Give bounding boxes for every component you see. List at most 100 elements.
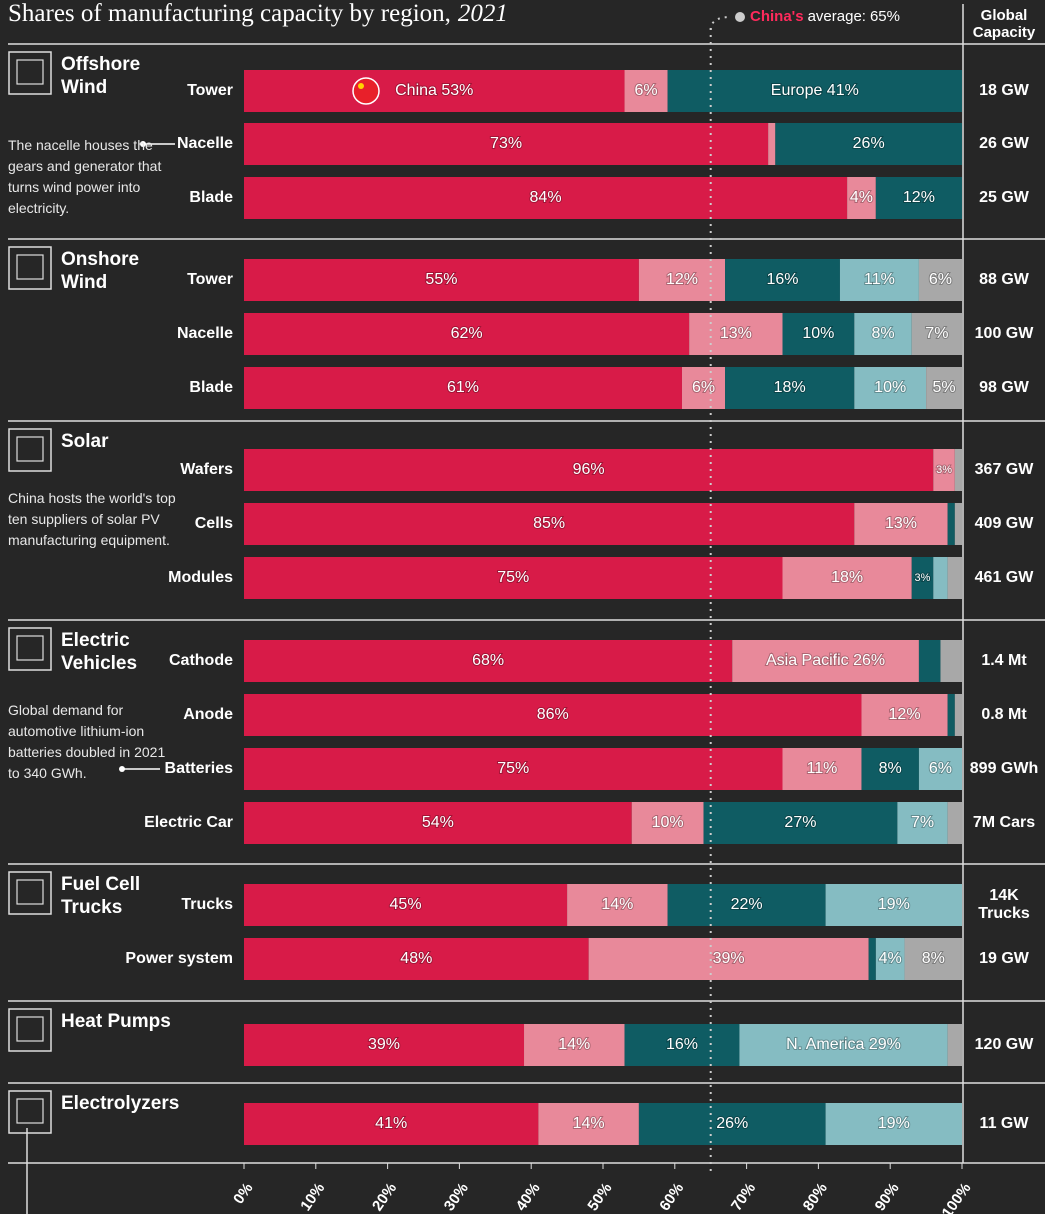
group-icon xyxy=(8,428,52,472)
average-annotation: China's average: 65% xyxy=(750,8,900,25)
group-name: Heat Pumps xyxy=(61,1011,171,1032)
bar-segment xyxy=(244,748,783,790)
flag-star xyxy=(358,83,364,89)
capacity-label: 120 GW xyxy=(974,1036,1034,1053)
value-label: 8% xyxy=(879,760,902,777)
bar-segment xyxy=(782,748,862,790)
value-label: 48% xyxy=(400,950,432,967)
bar-segment xyxy=(244,503,855,545)
value-label: 4% xyxy=(850,189,873,206)
title-year: 2021 xyxy=(457,0,508,27)
bar-segment xyxy=(775,123,962,165)
bar-segment xyxy=(947,557,962,599)
bar-segment xyxy=(918,640,941,682)
x-tick-label: 20% xyxy=(369,1180,400,1214)
value-label: 73% xyxy=(490,135,522,152)
value-label: 10% xyxy=(652,814,684,831)
bar-segment xyxy=(631,802,704,844)
value-label: 39% xyxy=(368,1036,400,1053)
category-label: Tower xyxy=(187,82,233,99)
value-label: 16% xyxy=(666,1036,698,1053)
average-name: China's xyxy=(750,8,804,25)
capacity-label: 11 GW xyxy=(979,1115,1029,1132)
group-name: Fuel Cell Trucks xyxy=(61,874,141,918)
average-text: average: xyxy=(807,8,866,25)
value-label: 12% xyxy=(903,189,935,206)
bar-segment xyxy=(638,1103,826,1145)
x-tick-label: 50% xyxy=(584,1180,615,1214)
capacity-label: 25 GW xyxy=(979,189,1029,206)
group-name: Offshore Wind xyxy=(61,54,141,98)
bar-segment xyxy=(538,1103,639,1145)
value-label: 6% xyxy=(635,82,658,99)
bar-segment xyxy=(732,640,919,682)
value-label: 10% xyxy=(802,325,834,342)
bar-segment xyxy=(667,70,962,112)
capacity-label: 14K Trucks xyxy=(978,887,1030,922)
value-label: 85% xyxy=(533,515,565,532)
value-label: 4% xyxy=(879,950,902,967)
bar-segment xyxy=(839,259,919,301)
bar-segment xyxy=(703,802,898,844)
value-label: 14% xyxy=(558,1036,590,1053)
bar-segment xyxy=(567,884,668,926)
bar-segment xyxy=(933,449,955,491)
value-label: 61% xyxy=(447,379,479,396)
value-label: 41% xyxy=(375,1115,407,1132)
capacity-label: 7M Cars xyxy=(972,814,1036,831)
value-label: China 53% xyxy=(395,82,473,99)
value-label: 8% xyxy=(922,950,945,967)
bar-segment xyxy=(244,640,733,682)
value-label: 96% xyxy=(573,461,605,478)
bar-segment xyxy=(244,694,862,736)
value-label: Asia Pacific 26% xyxy=(766,652,885,669)
value-label: 27% xyxy=(784,814,816,831)
bar-segment xyxy=(854,503,948,545)
capacity-label: 1.4 Mt xyxy=(981,652,1027,669)
flag-icon xyxy=(352,77,380,105)
bar-segment xyxy=(782,313,855,355)
value-label: 19% xyxy=(878,1115,910,1132)
capacity-label: 19 GW xyxy=(979,950,1029,967)
capacity-label: 461 GW xyxy=(974,569,1034,586)
category-label: Wafers xyxy=(180,461,233,478)
group-icon xyxy=(8,871,52,915)
x-tick-label: 30% xyxy=(441,1180,472,1214)
value-label: 11% xyxy=(864,271,895,288)
value-label: 84% xyxy=(530,189,562,206)
value-label: 3% xyxy=(936,464,952,476)
bar-segment xyxy=(875,938,905,980)
bar-segment xyxy=(244,449,934,491)
value-label: 3% xyxy=(915,572,931,584)
x-tick-label: 60% xyxy=(656,1180,687,1214)
bar-segment xyxy=(244,802,632,844)
value-label: 7% xyxy=(925,325,948,342)
group-icon-inner xyxy=(16,254,44,280)
bar-segment xyxy=(825,1103,962,1145)
group-icon-inner xyxy=(16,59,44,85)
value-label: 6% xyxy=(929,760,952,777)
bar-segment xyxy=(244,557,783,599)
category-label: Blade xyxy=(189,189,233,206)
value-label: 45% xyxy=(390,896,422,913)
category-label: Modules xyxy=(168,569,233,586)
bar-segment xyxy=(782,557,912,599)
value-label: 11% xyxy=(807,760,838,777)
bar-segment xyxy=(524,1024,625,1066)
value-label: N. America 29% xyxy=(786,1036,901,1053)
value-label: 10% xyxy=(874,379,906,396)
bar-segment xyxy=(588,938,869,980)
average-value: 65% xyxy=(869,8,900,25)
bar-segment xyxy=(947,694,955,736)
bar-segment xyxy=(244,313,690,355)
bar-segment xyxy=(911,557,934,599)
bar-segment xyxy=(244,884,568,926)
category-label: Batteries xyxy=(165,760,234,777)
bar-segment xyxy=(725,259,840,301)
group-name: Onshore Wind xyxy=(61,249,140,293)
value-label: Europe 41% xyxy=(771,82,859,99)
x-tick-label: 40% xyxy=(513,1180,544,1214)
group-icon xyxy=(8,1008,52,1052)
